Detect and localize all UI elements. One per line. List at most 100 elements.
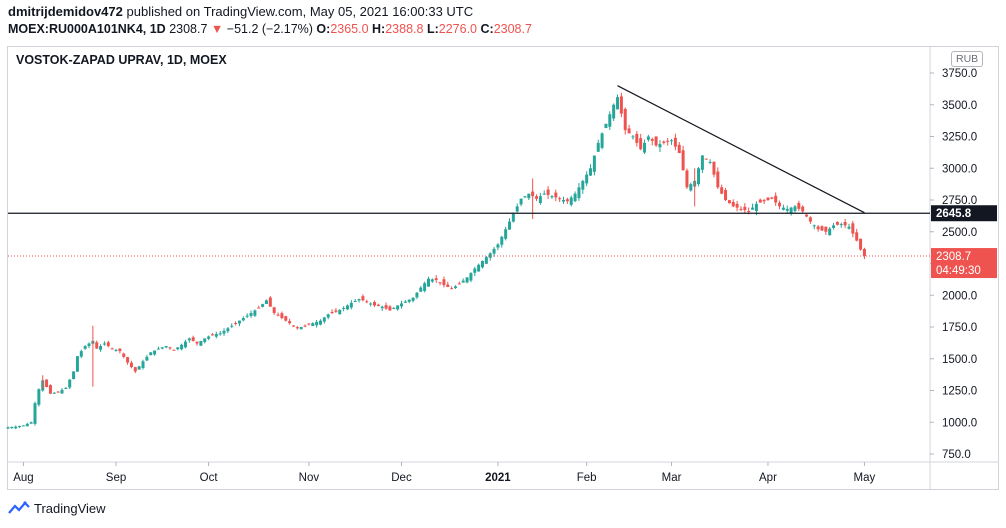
candle-body xyxy=(334,310,338,312)
candle xyxy=(48,384,52,395)
candle xyxy=(83,345,87,350)
x-tick-label: Oct xyxy=(200,472,219,484)
candle-body xyxy=(457,283,461,285)
candle-body xyxy=(824,226,828,232)
candle-body xyxy=(646,136,650,140)
candles-group xyxy=(6,92,866,430)
candle xyxy=(245,313,249,319)
candle xyxy=(604,123,608,129)
candle xyxy=(141,359,145,370)
chart-frame[interactable] xyxy=(7,46,999,490)
candle xyxy=(276,312,280,317)
candle xyxy=(801,205,805,213)
candle-body xyxy=(272,307,276,314)
candle-body xyxy=(519,198,523,205)
candle xyxy=(797,200,801,211)
y-tick-label: 1250.0 xyxy=(942,386,977,398)
candle-body xyxy=(95,342,99,349)
candle-body xyxy=(716,171,720,188)
candle xyxy=(303,324,307,328)
candle-body xyxy=(484,257,488,264)
candle-body xyxy=(372,302,376,306)
candle xyxy=(129,360,133,369)
candle-body xyxy=(415,292,419,298)
candle xyxy=(527,193,531,201)
candle-body xyxy=(268,297,272,307)
candle xyxy=(673,133,677,151)
author-name[interactable]: dmitrijdemidov472 xyxy=(8,4,123,19)
candle xyxy=(87,342,91,349)
low-value: 2276.0 xyxy=(438,22,477,36)
candle xyxy=(496,243,500,251)
candle xyxy=(338,309,342,315)
candle xyxy=(376,303,380,307)
candle-body xyxy=(581,180,585,190)
open-label: O: xyxy=(316,22,331,36)
candle-body xyxy=(14,426,18,429)
y-tick-label: 1000.0 xyxy=(942,417,977,429)
price-change: −51.2 (−2.17%) xyxy=(226,22,313,36)
candle xyxy=(824,226,828,235)
candle-body xyxy=(126,357,130,363)
candle-body xyxy=(110,348,114,350)
candle-body xyxy=(855,232,859,241)
candle xyxy=(345,304,349,311)
candle-body xyxy=(187,338,191,341)
candle-body xyxy=(616,97,620,110)
candle xyxy=(600,132,604,150)
candle xyxy=(477,263,481,272)
candle-body xyxy=(349,302,353,308)
candle xyxy=(654,136,658,147)
candle-body xyxy=(295,327,299,329)
candle-body xyxy=(264,300,268,304)
candle xyxy=(392,306,396,309)
candle-body xyxy=(546,189,550,195)
candle-body xyxy=(210,334,214,336)
candle xyxy=(114,348,118,352)
candle xyxy=(172,349,176,351)
candle-body xyxy=(604,123,608,129)
tradingview-footer[interactable]: TradingView xyxy=(8,500,106,516)
candle-body xyxy=(72,371,76,380)
candle-body xyxy=(18,426,22,428)
candle xyxy=(731,199,735,208)
candle xyxy=(434,275,438,283)
candle-body xyxy=(137,366,141,370)
x-tick-label: Mar xyxy=(662,472,682,484)
chart-title: VOSTOK-ZAPAD UPRAV, 1D, MOEX xyxy=(16,53,227,67)
candle xyxy=(361,294,365,302)
candle-body xyxy=(330,312,334,314)
candle xyxy=(859,238,863,251)
candle xyxy=(18,425,22,429)
candle-body xyxy=(538,196,542,203)
candle xyxy=(685,168,689,189)
candle xyxy=(662,140,666,145)
candle-body xyxy=(230,325,234,327)
candle-body xyxy=(392,307,396,309)
candle xyxy=(284,315,288,322)
candle-body xyxy=(322,317,326,322)
candle xyxy=(855,228,859,242)
candle-body xyxy=(430,279,434,282)
y-tick-label: 2000.0 xyxy=(942,290,977,302)
candle-body xyxy=(326,314,330,318)
published-text: published on TradingView.com, May 05, 20… xyxy=(126,4,474,19)
candle xyxy=(6,426,10,429)
candle-body xyxy=(426,278,430,287)
candle xyxy=(862,247,866,260)
candle-body xyxy=(477,264,481,272)
candle-body xyxy=(739,208,743,210)
currency-badge[interactable]: RUB xyxy=(951,51,984,67)
candle xyxy=(457,281,461,285)
candle-body xyxy=(623,108,627,131)
candle-body xyxy=(565,199,569,202)
close-value: 2308.7 xyxy=(493,22,532,36)
last-price-badge xyxy=(931,248,997,279)
candle xyxy=(164,345,168,349)
candle xyxy=(21,425,25,427)
candle xyxy=(658,140,662,153)
candle-body xyxy=(812,225,816,227)
x-tick-label: May xyxy=(854,472,876,484)
support-price-badge xyxy=(931,205,997,222)
